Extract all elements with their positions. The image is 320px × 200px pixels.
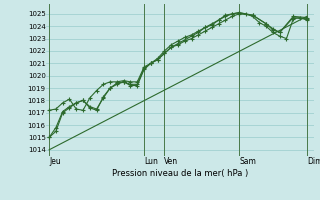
X-axis label: Pression niveau de la mer( hPa ): Pression niveau de la mer( hPa ) <box>112 169 248 178</box>
